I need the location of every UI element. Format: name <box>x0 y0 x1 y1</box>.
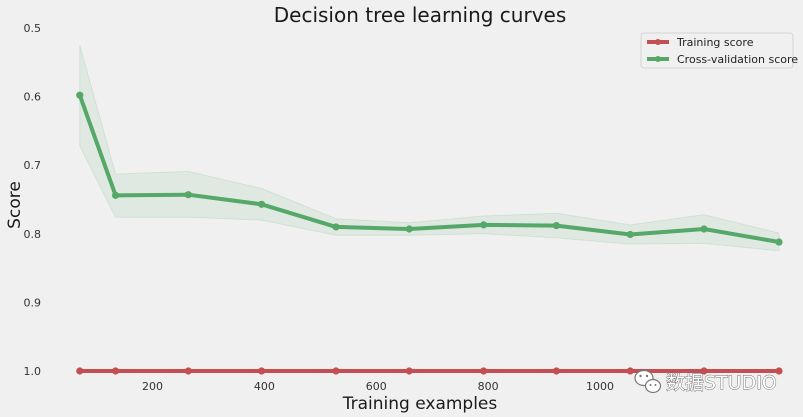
training-score-point <box>626 367 634 375</box>
series-points <box>76 91 783 375</box>
x-tick-label: 600 <box>366 380 387 393</box>
cross-validation-score-point <box>626 230 634 239</box>
training-score-point <box>332 367 340 375</box>
x-tick-label: 400 <box>254 380 275 393</box>
x-tick-labels: 200 400 600 800 1000 <box>142 380 614 393</box>
legend-marker-training <box>655 39 661 45</box>
y-tick-label: 0.5 <box>24 22 42 35</box>
training-score-point <box>480 367 488 375</box>
training-score-point <box>775 367 783 375</box>
legend: Training score Cross-validation score <box>640 32 798 69</box>
y-tick-label: 0.9 <box>24 296 42 309</box>
x-axis-title: Training examples <box>342 394 498 414</box>
cross-validation-score-point <box>700 225 708 233</box>
cross-validation-score-point <box>552 221 560 230</box>
y-tick-label: 1.0 <box>24 365 42 378</box>
cross-validation-score-band <box>79 45 780 252</box>
legend-marker-cross-validation <box>655 56 661 62</box>
cross-validation-score-point <box>332 223 340 231</box>
cross-validation-score-point <box>775 238 783 246</box>
y-tick-label: 0.7 <box>24 159 42 172</box>
y-axis-title: Score <box>5 181 25 229</box>
legend-label-training: Training score <box>676 36 754 49</box>
cross-validation-score-point <box>480 221 488 229</box>
legend-label-cross-validation: Cross-validation score <box>677 53 798 66</box>
score-bands <box>79 45 780 372</box>
wechat-icon <box>634 369 662 394</box>
cross-validation-score-point <box>257 200 266 208</box>
training-score-point <box>111 367 120 375</box>
y-tick-labels: 0.5 0.6 0.7 0.8 0.9 1.0 <box>24 22 42 378</box>
watermark-text: 数据STUDIO <box>666 372 777 394</box>
training-score-point <box>405 367 413 375</box>
y-tick-label: 0.6 <box>24 91 42 104</box>
cross-validation-score-point <box>111 191 120 199</box>
cross-validation-score-point <box>76 91 84 99</box>
training-score-point <box>257 367 266 375</box>
x-tick-label: 200 <box>142 380 163 393</box>
x-tick-label: 800 <box>478 380 499 393</box>
cross-validation-score-point <box>405 225 413 233</box>
y-tick-label: 0.8 <box>24 228 42 241</box>
cross-validation-score-point <box>184 191 192 199</box>
watermark: 数据STUDIO <box>634 369 777 394</box>
training-score-point <box>552 367 560 375</box>
legend-box <box>640 32 794 69</box>
chart-title: Decision tree learning curves <box>274 3 567 27</box>
training-score-point <box>184 367 192 375</box>
training-score-point <box>76 367 84 375</box>
training-score-point <box>700 367 708 375</box>
x-tick-label: 1000 <box>586 380 614 393</box>
